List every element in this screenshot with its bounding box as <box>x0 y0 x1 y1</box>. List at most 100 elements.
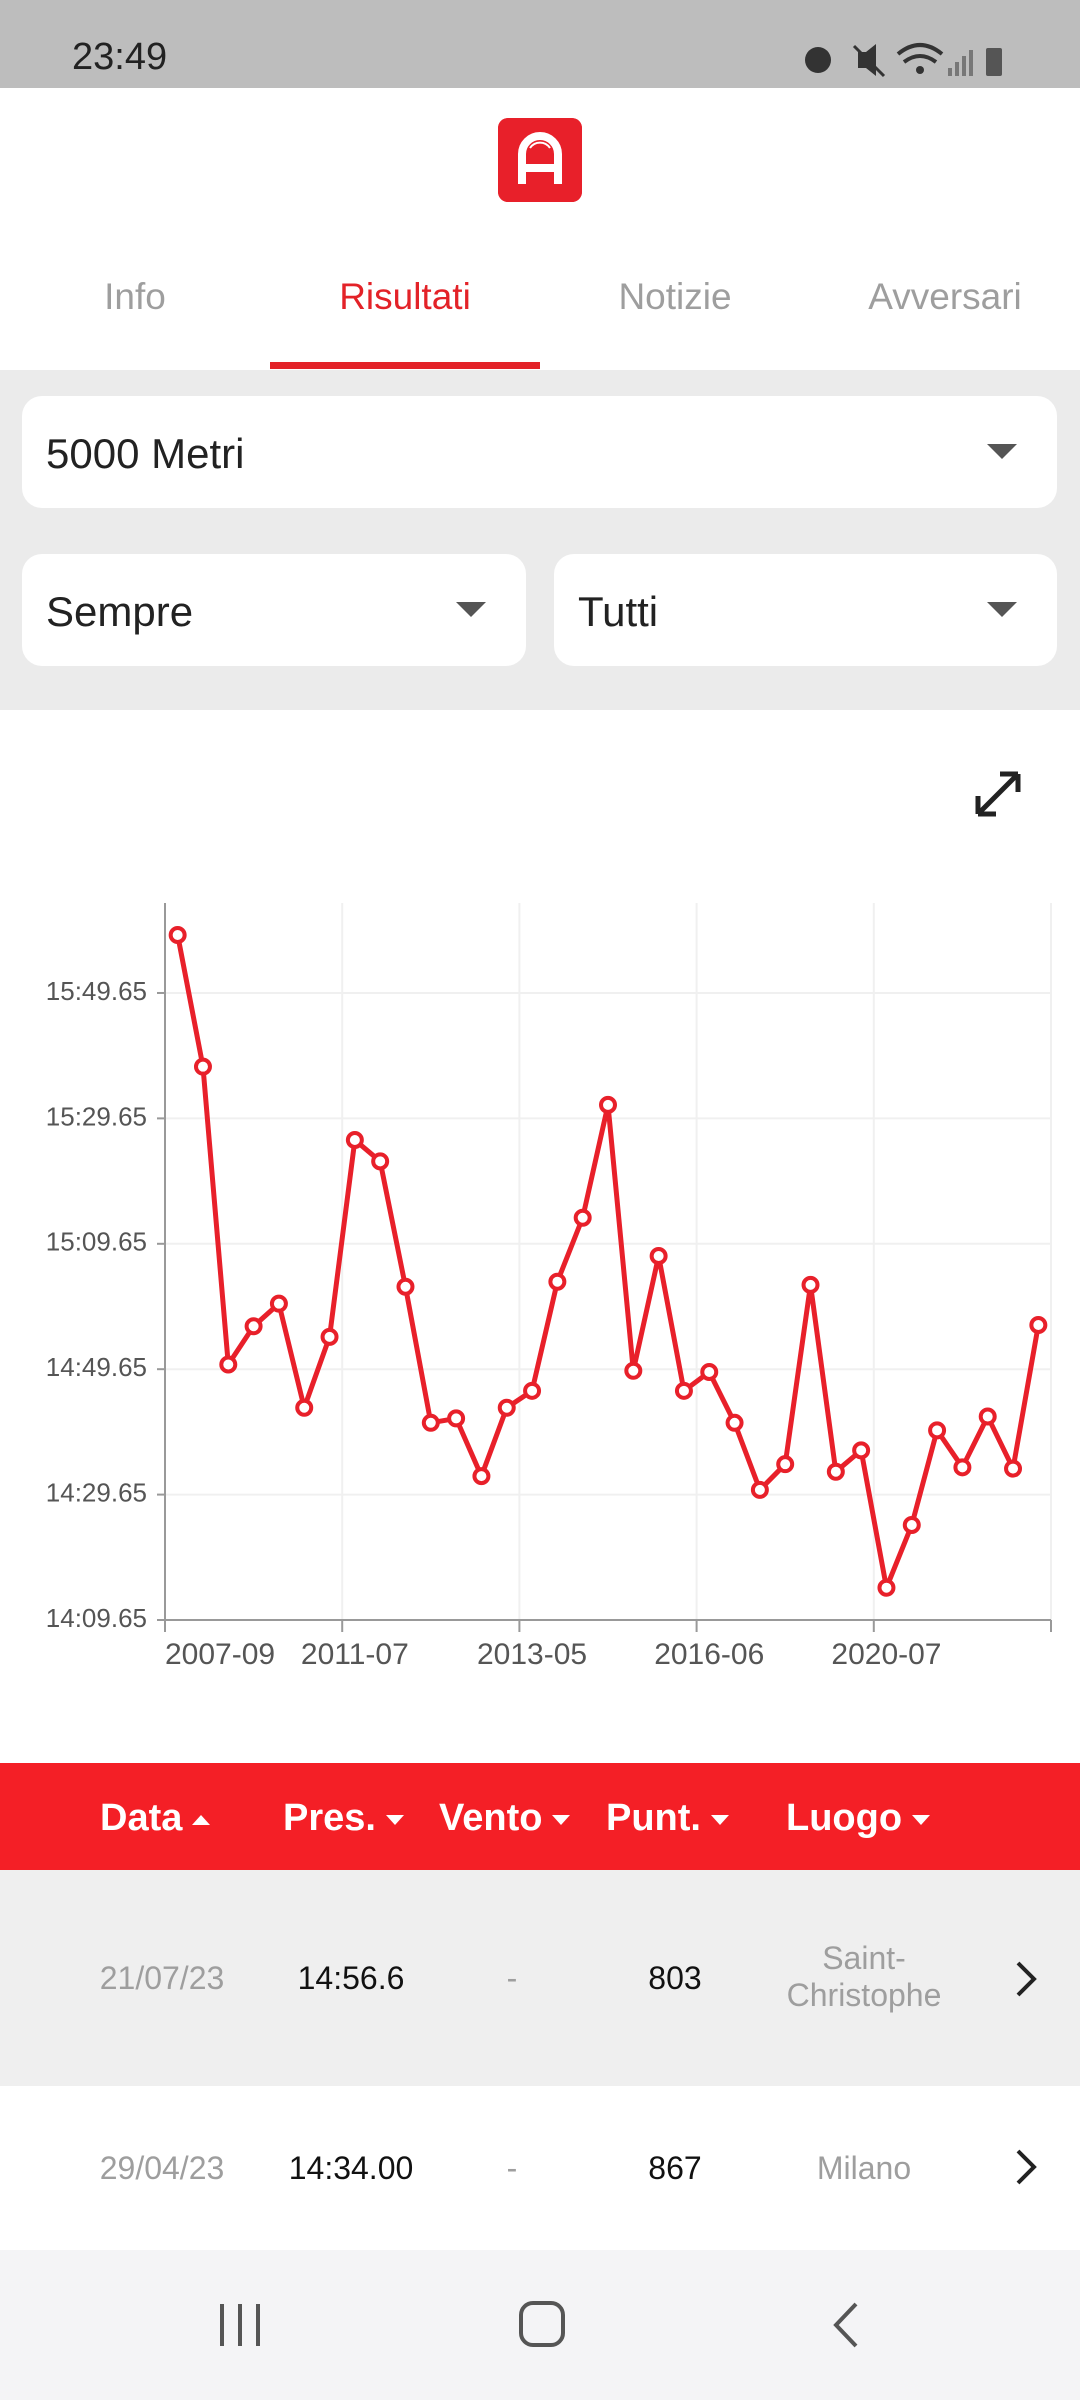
data-point <box>978 1407 997 1426</box>
x-tick-label: 2016-06 <box>654 1638 764 1671</box>
chart-panel <box>0 710 1080 1763</box>
header-text: Luogo <box>786 1797 903 1839</box>
data-point <box>725 1413 744 1432</box>
data-point <box>345 1131 364 1150</box>
column-header[interactable]: Luogo <box>786 1797 931 1840</box>
filters: 5000 Metri Sempre Tutti <box>0 370 1080 710</box>
header-text: Data <box>100 1797 183 1839</box>
period-dropdown[interactable]: Sempre <box>22 554 526 666</box>
data-point <box>649 1247 668 1266</box>
back-button[interactable] <box>828 2300 864 2350</box>
y-tick-label: 14:29.65 <box>46 1477 147 1507</box>
tab-active[interactable]: Risultati <box>339 276 471 317</box>
data-point <box>269 1294 288 1313</box>
table-header: Data Pres. Vento Punt. Luogo <box>0 1763 1080 1870</box>
sort-desc <box>552 1814 571 1825</box>
cell-points: 867 <box>648 2150 702 2186</box>
data-point <box>295 1398 314 1417</box>
y-tick-label: 14:49.65 <box>46 1352 147 1382</box>
data-point <box>523 1381 542 1400</box>
cell-date: 29/04/23 <box>99 2150 225 2186</box>
data-point <box>852 1441 871 1460</box>
clock: 23:49 <box>72 36 168 78</box>
data-point <box>193 1057 212 1076</box>
cell-wind: - <box>506 1960 518 1996</box>
status-bar: 23:49 <box>0 0 1080 88</box>
x-tick-label: 2007-09 <box>165 1638 275 1671</box>
tab[interactable]: Avversari <box>868 276 1022 317</box>
cell-points: 803 <box>648 1960 702 1996</box>
scope-dropdown[interactable]: Tutti <box>554 554 1057 666</box>
tab-indicator <box>270 362 540 369</box>
status-icons <box>805 43 1002 78</box>
dropdown-arrow <box>456 602 486 617</box>
x-tick-label: 2011-07 <box>301 1638 409 1671</box>
data-point <box>953 1458 972 1477</box>
dropdown-value: 5000 Metri <box>46 430 245 477</box>
data-point <box>447 1409 466 1428</box>
data-point <box>776 1455 795 1474</box>
y-tick-label: 15:09.65 <box>46 1227 147 1257</box>
data-point <box>801 1275 820 1294</box>
sort-asc <box>192 1814 211 1825</box>
data-point <box>1029 1315 1048 1334</box>
data-point <box>497 1398 516 1417</box>
data-point <box>877 1578 896 1597</box>
header-text: Punt. <box>606 1797 701 1839</box>
chevron <box>1016 2149 1037 2185</box>
data-point <box>624 1361 643 1380</box>
data-point <box>674 1381 693 1400</box>
data-point <box>320 1327 339 1346</box>
data-point <box>826 1462 845 1481</box>
dropdown-arrow <box>987 602 1017 617</box>
sort-desc <box>912 1814 931 1825</box>
dropdown-arrow <box>987 444 1017 459</box>
data-point <box>396 1277 415 1296</box>
cell-time: 14:34.00 <box>288 2150 414 2186</box>
table-row[interactable]: 29/04/23 14:34.00 - 867 Milano <box>0 2086 1080 2250</box>
y-tick-label: 15:29.65 <box>46 1101 147 1131</box>
table-row[interactable]: 21/07/23 14:56.6 - 803 Saint-Christophe <box>0 1870 1080 2086</box>
data-point <box>599 1095 617 1114</box>
x-tick-label: 2020-07 <box>831 1638 941 1671</box>
event-dropdown[interactable]: 5000 Metri <box>22 396 1057 508</box>
column-header[interactable]: Punt. <box>606 1797 729 1840</box>
expand-button[interactable] <box>970 766 1026 822</box>
data-line <box>175 934 1041 1591</box>
data-point <box>244 1317 263 1336</box>
sort-desc <box>385 1814 404 1825</box>
data-point <box>371 1152 390 1171</box>
data-point <box>902 1516 921 1535</box>
chevron <box>1016 1961 1037 1997</box>
data-point <box>928 1421 947 1440</box>
cell-place: Milano <box>816 2150 912 2186</box>
data-point <box>700 1363 719 1382</box>
column-header[interactable]: Data <box>100 1797 211 1840</box>
tab[interactable]: Info <box>104 276 166 317</box>
data-point <box>168 925 187 944</box>
home-button[interactable] <box>518 2300 566 2348</box>
app-logo[interactable] <box>498 118 582 202</box>
data-point <box>750 1480 769 1499</box>
cell-date: 21/07/23 <box>99 1960 225 1996</box>
cell-place: Saint-Christophe <box>786 1940 942 2013</box>
y-tick-label: 15:49.65 <box>46 976 147 1006</box>
cell-time: 14:56.6 <box>297 1960 405 1996</box>
column-header[interactable]: Pres. <box>283 1797 404 1840</box>
tab[interactable]: Notizie <box>618 276 732 317</box>
header-text: Pres. <box>283 1797 376 1839</box>
dropdown-value: Tutti <box>578 588 659 635</box>
data-point <box>421 1413 440 1432</box>
data-point <box>548 1272 567 1291</box>
header-text: Vento <box>439 1797 543 1839</box>
dropdown-value: Sempre <box>46 588 194 635</box>
navigation-bar <box>0 2250 1080 2400</box>
x-tick-label: 2013-05 <box>477 1638 587 1671</box>
cell-wind: - <box>506 2150 518 2186</box>
y-tick-label: 14:09.65 <box>46 1603 147 1633</box>
chart: 14:09.65 14:29.65 14:49.65 15:09.65 15:29.65… <box>46 903 1052 1671</box>
column-header[interactable]: Vento <box>439 1797 571 1840</box>
app-bar: Info Risultati Notizie Avversari <box>0 88 1080 370</box>
recents-button[interactable] <box>216 2302 266 2348</box>
data-point <box>1004 1459 1023 1478</box>
